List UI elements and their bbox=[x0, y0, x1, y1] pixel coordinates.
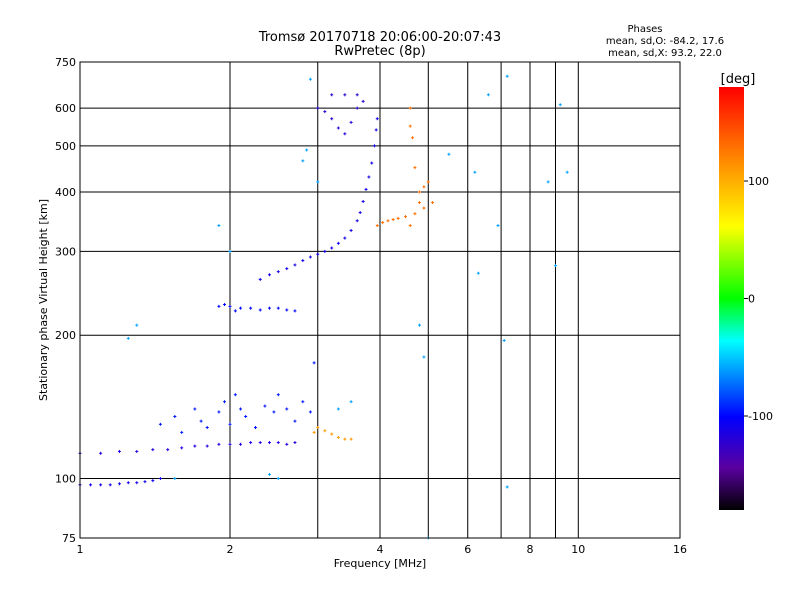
colorbar-gradient bbox=[719, 87, 744, 510]
legend-title: Phases bbox=[627, 24, 662, 35]
y-tick-label: 600 bbox=[55, 102, 76, 115]
x-tick-label: 16 bbox=[673, 543, 687, 556]
x-tick-label: 4 bbox=[377, 543, 384, 556]
x-tick-label: 6 bbox=[464, 543, 471, 556]
y-tick-label: 400 bbox=[55, 186, 76, 199]
x-axis-label: Frequency [MHz] bbox=[334, 557, 426, 570]
y-tick-label: 75 bbox=[62, 532, 76, 545]
y-tick-label: 300 bbox=[55, 245, 76, 258]
y-tick-label: 750 bbox=[55, 56, 76, 69]
title-group: Tromsø 20170718 20:06:00-20:07:43 RwPret… bbox=[258, 30, 501, 59]
y-tick-label: 200 bbox=[55, 329, 76, 342]
y-tick-label: 500 bbox=[55, 140, 76, 153]
y-tick-label: 100 bbox=[55, 473, 76, 486]
chart-subtitle: RwPretec (8p) bbox=[334, 44, 425, 59]
colorbar-label: [deg] bbox=[721, 72, 756, 87]
x-tick-label: 8 bbox=[527, 543, 534, 556]
colorbar: [deg] 100 0 -100 bbox=[719, 72, 773, 510]
x-tick-label: 1 bbox=[77, 543, 84, 556]
colorbar-tick-label: 0 bbox=[748, 293, 755, 306]
x-tick-label: 2 bbox=[227, 543, 234, 556]
plot-frame bbox=[79, 61, 681, 539]
grid bbox=[80, 62, 680, 538]
y-axis-label: Stationary phase Virtual Height [km] bbox=[37, 199, 50, 401]
colorbar-tick-label: 100 bbox=[748, 175, 769, 188]
chart-title: Tromsø 20170718 20:06:00-20:07:43 bbox=[258, 30, 501, 45]
phase-legend: Phases mean, sd,O: -84.2, 17.6 mean, sd,… bbox=[606, 24, 724, 59]
legend-line-o: mean, sd,O: -84.2, 17.6 bbox=[606, 36, 724, 47]
data-points bbox=[78, 74, 569, 540]
axes: 1 2 4 6 8 10 16 75 100 200 300 400 500 600 750 bbox=[55, 56, 687, 556]
legend-line-x: mean, sd,X: 93.2, 22.0 bbox=[608, 48, 722, 59]
colorbar-tick-label: -100 bbox=[748, 410, 773, 423]
x-tick-label: 10 bbox=[571, 543, 585, 556]
